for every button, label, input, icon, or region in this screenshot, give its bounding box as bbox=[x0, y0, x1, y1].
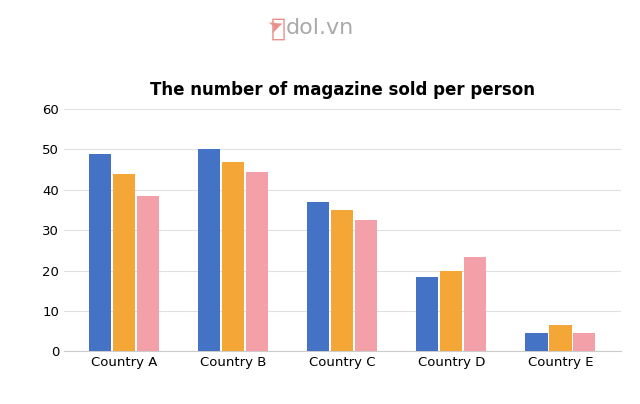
Bar bbox=[246, 172, 268, 351]
Bar bbox=[573, 333, 595, 351]
Text: ⌒: ⌒ bbox=[271, 16, 286, 40]
Bar bbox=[332, 210, 353, 351]
Bar bbox=[198, 149, 220, 351]
Bar bbox=[465, 257, 486, 351]
Bar bbox=[222, 162, 244, 351]
Text: dol.vn: dol.vn bbox=[286, 18, 354, 38]
Bar bbox=[138, 196, 159, 351]
Bar bbox=[525, 333, 547, 351]
Text: ➤: ➤ bbox=[266, 15, 287, 37]
Bar bbox=[440, 271, 463, 351]
Bar bbox=[307, 202, 330, 351]
Legend: 2003, 2005, 2007: 2003, 2005, 2007 bbox=[221, 402, 464, 404]
Bar bbox=[355, 220, 378, 351]
Bar bbox=[113, 174, 136, 351]
Title: The number of magazine sold per person: The number of magazine sold per person bbox=[150, 81, 535, 99]
Bar bbox=[417, 277, 438, 351]
Bar bbox=[549, 325, 572, 351]
Bar bbox=[90, 154, 111, 351]
